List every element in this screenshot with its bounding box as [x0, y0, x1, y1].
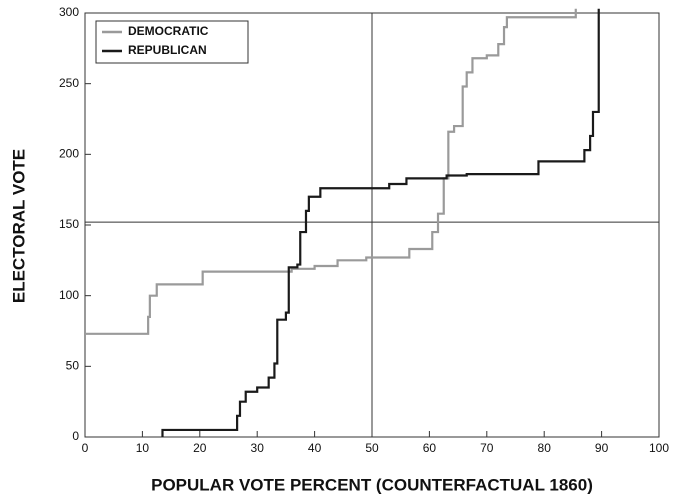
- x-tick-label: 0: [82, 441, 89, 455]
- x-tick-label: 90: [595, 441, 609, 455]
- y-tick-label: 250: [59, 76, 79, 90]
- y-tick-label: 0: [72, 429, 79, 443]
- x-tick-label: 80: [538, 441, 552, 455]
- series-line: [161, 8, 600, 437]
- y-tick-label: 100: [59, 288, 79, 302]
- legend-label: REPUBLICAN: [128, 43, 207, 57]
- x-tick-label: 60: [423, 441, 437, 455]
- y-tick-label: 150: [59, 217, 79, 231]
- legend-box: [95, 20, 249, 64]
- legend-label: DEMOCRATIC: [128, 24, 209, 38]
- series-line: [85, 8, 577, 335]
- y-axis-title: ELECTORAL VOTE: [9, 149, 28, 303]
- y-tick-label: 50: [66, 359, 80, 373]
- y-tick-label: 200: [59, 147, 79, 161]
- x-tick-label: 70: [480, 441, 494, 455]
- x-tick-label: 20: [193, 441, 207, 455]
- x-tick-label: 10: [136, 441, 150, 455]
- x-tick-label: 100: [649, 441, 669, 455]
- y-tick-label: 300: [59, 5, 79, 19]
- x-tick-label: 50: [365, 441, 379, 455]
- x-tick-label: 40: [308, 441, 322, 455]
- x-tick-label: 30: [251, 441, 265, 455]
- x-axis-title: POPULAR VOTE PERCENT (COUNTERFACTUAL 186…: [151, 475, 593, 494]
